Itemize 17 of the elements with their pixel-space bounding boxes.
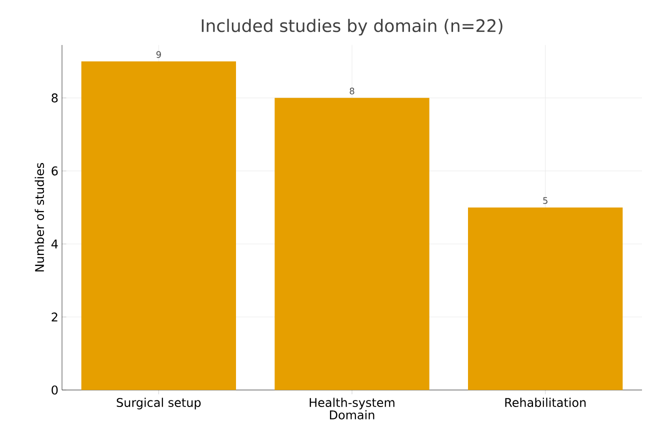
y-tick-label: 2 [52,312,58,322]
y-tick-label: 8 [52,93,58,102]
y-tick-label: 0 [52,385,58,395]
y-tick-label: 4 [51,240,58,248]
bar [81,61,236,390]
data-label: 5 [543,197,548,204]
x-tick-label: Surgical setup [116,398,201,410]
bar [274,98,430,390]
x-axis-title: Domain [330,410,374,420]
chart-title: Included studies by domain (n=22) [202,18,502,36]
data-label: 9 [156,51,161,58]
bar [468,207,623,390]
x-tick-label: Rehabilitation [505,398,586,408]
data-label: 8 [350,88,354,94]
x-tick-label: Health-system [310,398,394,410]
y-axis-title: Number of studies [34,163,44,272]
y-tick-label: 6 [52,166,58,176]
